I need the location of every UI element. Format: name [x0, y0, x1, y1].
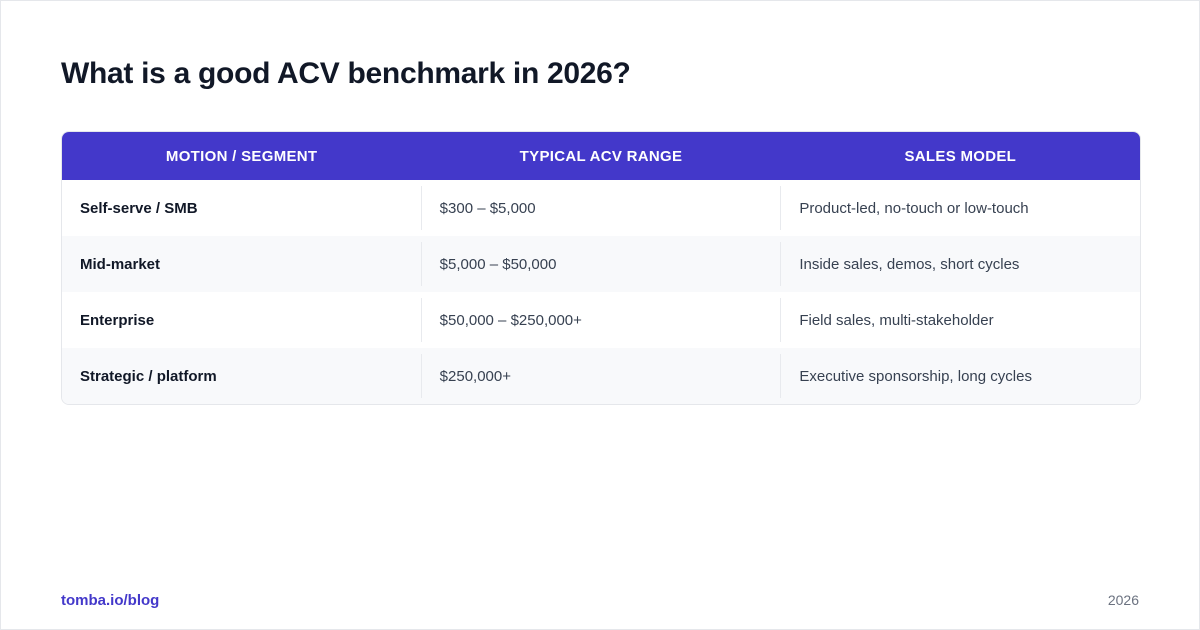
column-header-sales-model: SALES MODEL — [904, 147, 1017, 165]
cell-sales-model: Product-led, no-touch or low-touch — [780, 186, 1140, 230]
table-row: Mid-market $5,000 – $50,000 Inside sales… — [62, 236, 1140, 292]
acv-benchmark-table: MOTION / SEGMENT TYPICAL ACV RANGE SALES… — [61, 131, 1141, 405]
cell-acv-range: $300 – $5,000 — [420, 186, 781, 230]
table-row: Enterprise $50,000 – $250,000+ Field sal… — [62, 292, 1140, 348]
page-title: What is a good ACV benchmark in 2026? — [61, 57, 631, 90]
cell-sales-model: Inside sales, demos, short cycles — [780, 242, 1140, 286]
column-header-acv-range: TYPICAL ACV RANGE — [519, 147, 683, 165]
table-row: Strategic / platform $250,000+ Executive… — [62, 348, 1140, 404]
cell-segment: Self-serve / SMB — [80, 199, 198, 217]
footer-year: 2026 — [1107, 592, 1139, 608]
table-header: MOTION / SEGMENT TYPICAL ACV RANGE SALES… — [62, 132, 1140, 180]
cell-acv-range: $250,000+ — [420, 354, 781, 398]
cell-sales-model: Executive sponsorship, long cycles — [780, 354, 1140, 398]
table-row: Self-serve / SMB $300 – $5,000 Product-l… — [62, 180, 1140, 236]
cell-segment: Strategic / platform — [80, 367, 217, 385]
cell-acv-range: $5,000 – $50,000 — [420, 242, 781, 286]
cell-segment: Mid-market — [80, 255, 161, 273]
cell-segment: Enterprise — [80, 311, 155, 329]
column-header-segment: MOTION / SEGMENT — [165, 147, 318, 165]
source-link[interactable]: tomba.io/blog — [61, 592, 160, 609]
cell-sales-model: Field sales, multi-stakeholder — [780, 298, 1140, 342]
cell-acv-range: $50,000 – $250,000+ — [420, 298, 781, 342]
